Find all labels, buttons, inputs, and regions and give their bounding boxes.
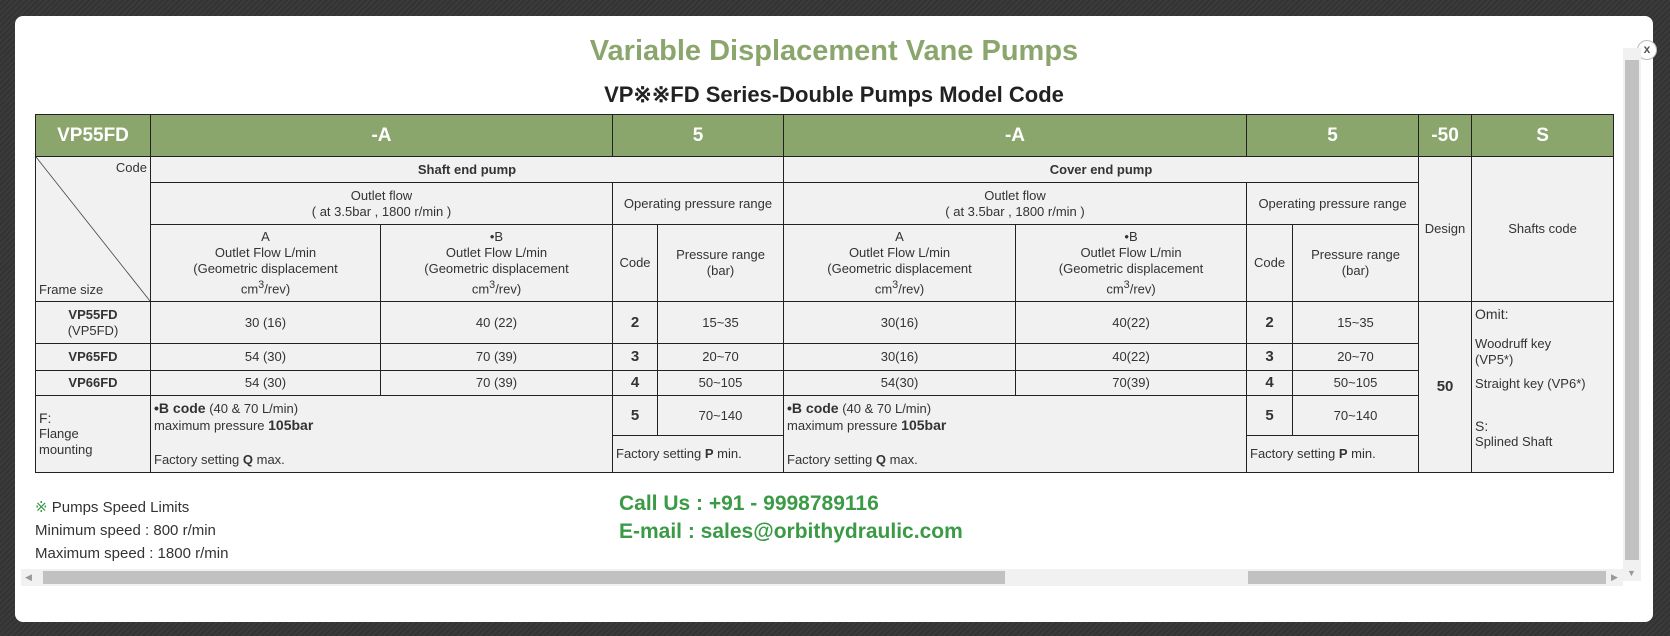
vertical-scrollbar[interactable]: ▼ <box>1623 48 1641 581</box>
cover-end-heading: Cover end pump <box>783 156 1420 183</box>
col-b-heading: •B Outlet Flow L/min (Geometric displaceme… <box>380 224 613 302</box>
code-heading: Code <box>612 224 658 302</box>
email-contact: E-mail : sales@orbithydraulic.com <box>619 520 963 543</box>
shaft-options: Omit: Woodruff key (VP5*) Straight key (… <box>1471 301 1615 473</box>
table-row: VP66FD 54 (30) 70 (39) 4 50~105 54(30) 7… <box>35 370 1614 396</box>
vertical-scroll-thumb[interactable] <box>1625 60 1639 560</box>
factory-p-note: Factory setting P min. <box>1246 435 1420 473</box>
bcode-note: •B code (40 & 70 L/min) maximum pressure… <box>783 395 1248 473</box>
outlet-flow-heading: Outlet flow( at 3.5bar , 1800 r/min ) <box>783 182 1248 225</box>
table-row: VP65FD 54 (30) 70 (39) 3 20~70 30(16) 40… <box>35 343 1614 371</box>
frame-size-label: Frame size <box>39 282 104 297</box>
op-pressure-heading: Operating pressure range <box>1246 182 1420 225</box>
header-row: VP55FD -A 5 -A 5 -50 S <box>35 114 1615 157</box>
table-row: Factory setting P min. Factory setting P… <box>36 435 1614 473</box>
close-button[interactable]: x <box>1637 40 1657 60</box>
model-code-table: VP55FD -A 5 -A 5 -50 S Code Frame size S… <box>35 114 1615 473</box>
header-cell: -50 <box>1418 114 1473 157</box>
header-cell: -A <box>783 114 1248 157</box>
max-speed: Maximum speed : 1800 r/min <box>35 545 229 562</box>
outlet-flow-heading: Outlet flow( at 3.5bar , 1800 r/min ) <box>150 182 613 225</box>
header-cell: 5 <box>611 114 785 157</box>
factory-p-note: Factory setting P min. <box>611 435 785 473</box>
col-a-heading: A Outlet Flow L/min (Geometric displacemen… <box>150 224 381 302</box>
header-cell: VP55FD <box>35 114 151 157</box>
design-value: 50 <box>1418 301 1473 473</box>
scroll-track-overlay <box>1248 571 1606 584</box>
col-b-heading: •B Outlet Flow L/min (Geometric displaceme… <box>1015 224 1248 302</box>
shaft-end-heading: Shaft end pump <box>149 156 785 183</box>
col-a-heading: A Outlet Flow L/min (Geometric displacemen… <box>783 224 1017 302</box>
pressure-heading: Pressure range (bar) <box>656 224 785 302</box>
code-label: Code <box>115 160 147 175</box>
scroll-left-icon[interactable]: ◀ <box>25 572 32 582</box>
page-title: Variable Displacement Vane Pumps <box>589 35 1079 67</box>
close-icon: x <box>1643 42 1651 56</box>
header-cell: 5 <box>1246 114 1420 157</box>
bcode-note: •B code (40 & 70 L/min) maximum pressure… <box>150 395 613 473</box>
min-speed: Minimum speed : 800 r/min <box>35 522 216 539</box>
modal-dialog: x Variable Displacement Vane Pumps VP※※F… <box>15 16 1657 622</box>
table-row: VP55FD (VP5FD) 30 (16) 40 (22) 2 15~35 30… <box>35 301 1615 473</box>
shafts-code-heading: Shafts code <box>1471 156 1615 302</box>
design-heading: Design <box>1418 156 1473 302</box>
header-cell: S <box>1471 114 1615 157</box>
table-row: F: Flange mounting •B code (40 & 70 L/min… <box>35 395 1614 473</box>
code-heading: Code <box>1246 224 1294 302</box>
op-pressure-heading: Operating pressure range <box>611 182 785 225</box>
call-us: Call Us : +91 - 9998789116 <box>619 492 879 515</box>
scroll-down-icon[interactable]: ▼ <box>1627 568 1636 578</box>
scroll-right-icon[interactable]: ▶ <box>1611 572 1618 582</box>
horizontal-scrollbar[interactable]: ◀ ▶ <box>21 569 1623 586</box>
speed-limits-title: ※ Pumps Speed Limits <box>35 499 190 516</box>
horizontal-scroll-thumb[interactable] <box>43 571 1005 584</box>
pressure-heading: Pressure range (bar) <box>1292 224 1420 302</box>
header-cell: -A <box>150 114 613 157</box>
flange-cell: F: Flange mounting <box>35 395 151 473</box>
page-subtitle: VP※※FD Series-Double Pumps Model Code <box>604 82 1064 107</box>
code-frame-corner: Code Frame size <box>35 156 151 302</box>
